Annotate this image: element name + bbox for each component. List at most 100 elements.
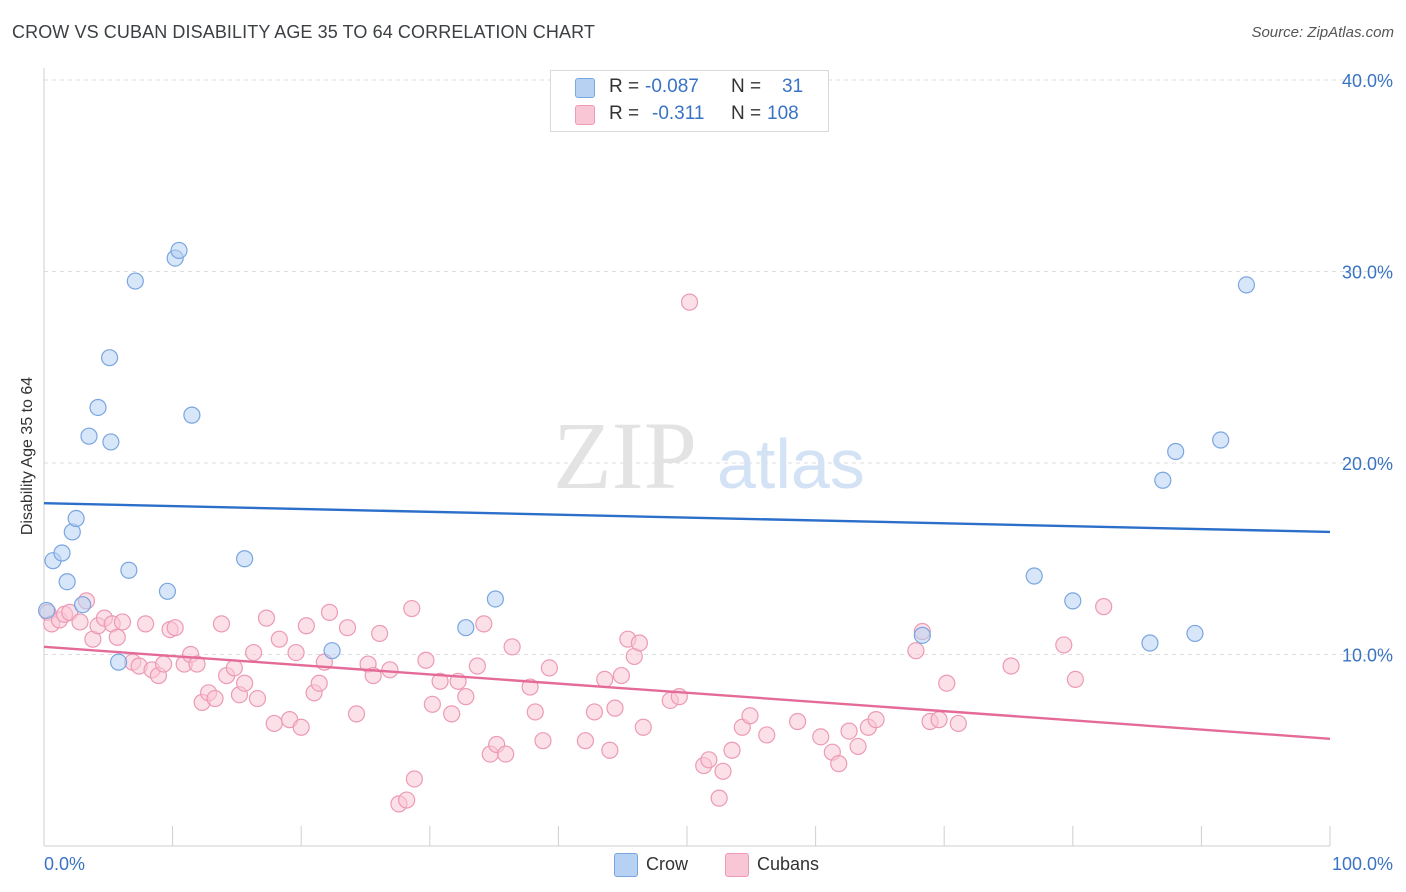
- crow-point[interactable]: [1212, 431, 1230, 449]
- cubans-point[interactable]: [526, 703, 544, 721]
- crow-point[interactable]: [120, 561, 138, 579]
- cubans-point[interactable]: [443, 705, 461, 723]
- cubans-point[interactable]: [320, 603, 339, 621]
- cubans-point[interactable]: [398, 791, 416, 809]
- cubans-point[interactable]: [680, 293, 699, 311]
- crow-point[interactable]: [486, 590, 504, 608]
- cubans-point[interactable]: [938, 674, 956, 692]
- cubans-point[interactable]: [108, 628, 126, 646]
- cubans-point[interactable]: [634, 718, 652, 736]
- crow-point[interactable]: [1154, 471, 1172, 489]
- cubans-point[interactable]: [212, 615, 231, 633]
- crow-point[interactable]: [323, 642, 341, 660]
- legend-cubans-swatch: [725, 853, 749, 877]
- cubans-point[interactable]: [381, 661, 399, 679]
- cubans-point[interactable]: [497, 745, 515, 763]
- cubans-point[interactable]: [949, 714, 967, 733]
- cubans-point[interactable]: [417, 651, 435, 669]
- cubans-point[interactable]: [907, 642, 925, 660]
- crow-point[interactable]: [37, 601, 56, 620]
- crow-series: [37, 241, 1256, 671]
- cubans-point[interactable]: [225, 659, 243, 677]
- crow-point[interactable]: [73, 596, 92, 614]
- crow-point[interactable]: [67, 509, 85, 528]
- cubans-point[interactable]: [1095, 598, 1113, 616]
- crow-point[interactable]: [58, 573, 76, 591]
- crow-point[interactable]: [1237, 276, 1256, 294]
- crow-point[interactable]: [183, 406, 201, 424]
- cubans-point[interactable]: [601, 741, 619, 759]
- crow-point[interactable]: [457, 619, 475, 637]
- cubans-point[interactable]: [849, 737, 867, 756]
- cubans-point[interactable]: [113, 613, 132, 631]
- crow-point[interactable]: [1025, 567, 1043, 585]
- cubans-point[interactable]: [812, 728, 830, 746]
- crow-point[interactable]: [53, 544, 71, 562]
- cubans-point[interactable]: [723, 741, 741, 759]
- cubans-point[interactable]: [606, 699, 624, 717]
- cubans-point[interactable]: [576, 732, 595, 750]
- cubans-point[interactable]: [758, 726, 776, 744]
- cubans-point[interactable]: [930, 711, 948, 729]
- crow-point[interactable]: [100, 349, 119, 367]
- crow-point[interactable]: [126, 272, 144, 290]
- cubans-point[interactable]: [1055, 636, 1073, 654]
- cubans-point[interactable]: [248, 689, 267, 708]
- crow-point[interactable]: [1141, 634, 1159, 652]
- cubans-point[interactable]: [503, 638, 521, 656]
- cubans-point[interactable]: [700, 751, 718, 769]
- cubans-point[interactable]: [788, 712, 807, 731]
- crow-point[interactable]: [102, 433, 120, 451]
- crow-point[interactable]: [1186, 624, 1204, 643]
- crow-point[interactable]: [1064, 592, 1082, 610]
- cubans-point[interactable]: [405, 770, 423, 788]
- crow-point[interactable]: [89, 398, 107, 417]
- cubans-point[interactable]: [371, 624, 389, 643]
- cubans-point[interactable]: [236, 674, 254, 692]
- cubans-r-label: R =: [609, 103, 640, 124]
- cubans-point[interactable]: [206, 689, 224, 708]
- cubans-point[interactable]: [534, 732, 552, 750]
- crow-point[interactable]: [1167, 442, 1185, 461]
- cubans-point[interactable]: [830, 755, 848, 773]
- cubans-point[interactable]: [310, 674, 328, 692]
- cubans-point[interactable]: [714, 762, 732, 780]
- cubans-point[interactable]: [188, 655, 206, 673]
- cubans-point[interactable]: [166, 619, 184, 637]
- cubans-point[interactable]: [423, 695, 441, 713]
- cubans-point[interactable]: [136, 615, 155, 633]
- cubans-point[interactable]: [475, 615, 493, 633]
- crow-point[interactable]: [158, 582, 177, 600]
- cubans-point[interactable]: [154, 655, 173, 673]
- cubans-point[interactable]: [257, 609, 276, 627]
- cubans-point[interactable]: [338, 619, 357, 637]
- cubans-point[interactable]: [867, 711, 885, 729]
- cubans-point[interactable]: [403, 599, 421, 618]
- cubans-point[interactable]: [265, 714, 283, 733]
- cubans-point[interactable]: [710, 789, 728, 807]
- cubans-point[interactable]: [457, 688, 475, 706]
- cubans-point[interactable]: [1066, 670, 1084, 688]
- cubans-point[interactable]: [1002, 657, 1020, 675]
- cubans-point[interactable]: [596, 670, 614, 688]
- cubans-point[interactable]: [71, 613, 89, 631]
- cubans-point[interactable]: [630, 634, 649, 652]
- crow-point[interactable]: [236, 550, 254, 568]
- cubans-point[interactable]: [270, 630, 288, 648]
- crow-point[interactable]: [170, 241, 188, 260]
- cubans-point[interactable]: [540, 659, 558, 677]
- cubans-point[interactable]: [297, 617, 315, 635]
- cubans-point[interactable]: [585, 703, 604, 721]
- cubans-point[interactable]: [612, 666, 631, 685]
- cubans-point[interactable]: [840, 722, 858, 740]
- cubans-point[interactable]: [741, 707, 759, 725]
- cubans-point[interactable]: [292, 718, 310, 736]
- cubans-point[interactable]: [468, 657, 486, 675]
- crow-point[interactable]: [80, 427, 98, 445]
- cubans-point[interactable]: [347, 705, 366, 723]
- crow-point[interactable]: [913, 626, 931, 644]
- cubans-point[interactable]: [431, 672, 449, 690]
- cubans-point[interactable]: [245, 643, 263, 662]
- cubans-point[interactable]: [287, 643, 305, 662]
- crow-point[interactable]: [109, 653, 128, 671]
